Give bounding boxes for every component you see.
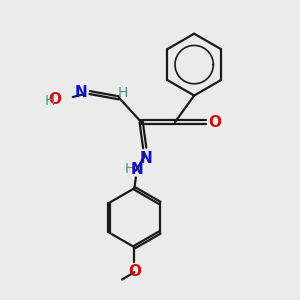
Text: O: O <box>49 92 62 106</box>
Text: O: O <box>128 264 141 279</box>
Text: H: H <box>118 85 128 100</box>
Text: O: O <box>208 115 221 130</box>
Text: H: H <box>124 162 135 176</box>
Text: N: N <box>131 162 143 177</box>
Text: H: H <box>45 94 55 108</box>
Text: N: N <box>140 152 152 166</box>
Text: N: N <box>74 85 87 100</box>
